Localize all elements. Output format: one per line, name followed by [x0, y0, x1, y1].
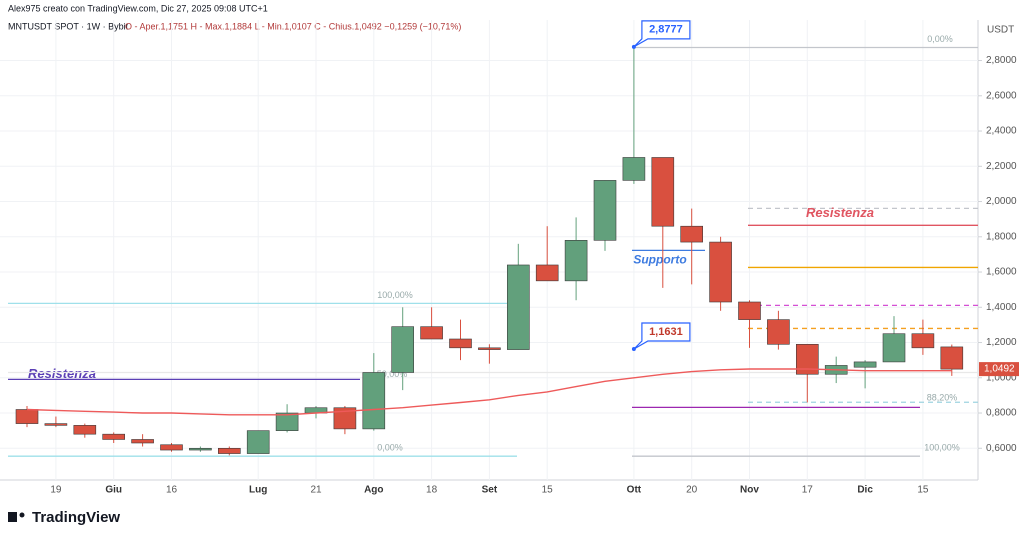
- candle-body: [709, 241, 732, 303]
- x-tick-label: Dic: [857, 485, 873, 496]
- y-tick-label: 1,8000: [986, 231, 1017, 242]
- candle-body: [420, 326, 443, 340]
- levels: 0,00% Resistenza 88,20% 100,00% 100,00% Resis…: [8, 34, 978, 457]
- candle-body: [44, 423, 68, 426]
- y-tick-label: 0,6000: [986, 443, 1017, 454]
- level-label: Resistenza: [28, 366, 96, 381]
- y-axis-label: USDT: [987, 25, 1014, 36]
- y-tick-label: 2,0000: [986, 196, 1017, 207]
- x-tick-label: 15: [542, 485, 554, 496]
- y-tick-label: 0,8000: [986, 408, 1017, 419]
- candle-body: [362, 372, 386, 430]
- last-price-label: 1,0492: [984, 364, 1015, 375]
- candle-body: [218, 447, 241, 454]
- candle-body: [478, 347, 501, 350]
- candle-body: [449, 338, 472, 349]
- x-tick-label: 20: [686, 485, 698, 496]
- x-tick-label: Lug: [249, 485, 267, 496]
- grid: [0, 20, 978, 480]
- level-label: 100,00%: [924, 443, 960, 453]
- x-tick-label: Ott: [627, 485, 642, 496]
- level-label: 50,00%: [377, 369, 408, 379]
- x-tick-label: Ago: [364, 485, 383, 496]
- y-tick-label: 1,6000: [986, 267, 1017, 278]
- candle-body: [73, 425, 97, 435]
- level-label: 0,00%: [377, 443, 403, 453]
- callout-label: 1,1631: [649, 326, 683, 338]
- level-label: Resistenza: [806, 205, 874, 220]
- y-tick-label: 2,2000: [986, 161, 1017, 172]
- moving-average: [26, 368, 952, 416]
- candle-body: [940, 346, 964, 370]
- x-tick-label: 21: [310, 485, 322, 496]
- candle-body: [882, 333, 906, 363]
- callout-box: [633, 322, 691, 350]
- level-label: 0,00%: [927, 34, 953, 44]
- candle-body: [535, 264, 559, 282]
- y-tick-label: 2,6000: [986, 90, 1017, 101]
- candle-body: [564, 240, 588, 282]
- logo: TradingView: [8, 509, 120, 526]
- ohlc: O - Aper.1,1751 H - Max.1,1884 L - Min.1…: [125, 21, 461, 31]
- last-price-box: [979, 362, 1019, 377]
- x-tick-label: 19: [50, 485, 62, 496]
- level-label: Supporto: [633, 253, 686, 267]
- candle-body: [738, 301, 761, 320]
- y-tick-label: 1,0000: [986, 372, 1017, 383]
- candle-body: [275, 412, 299, 431]
- candle-body: [189, 447, 212, 451]
- callout-box: [633, 20, 691, 48]
- header: Alex975 creato con TradingView.com, Dic …: [8, 3, 268, 13]
- candle-body: [622, 157, 646, 181]
- x-tick-label: Nov: [740, 485, 759, 496]
- x-tick-label: Giu: [105, 485, 122, 496]
- symbol: MNTUSDT SPOT · 1W · Bybit: [8, 21, 129, 31]
- level-label: 88,20%: [927, 393, 958, 403]
- candles: [15, 46, 964, 456]
- candle-body: [680, 225, 704, 243]
- candle-body: [506, 264, 530, 350]
- logo-mark: [8, 512, 17, 522]
- candle-body: [160, 444, 183, 451]
- y-tick-label: 1,4000: [986, 302, 1017, 313]
- candle-body: [795, 343, 819, 375]
- y-tick-label: 2,8000: [986, 55, 1017, 66]
- callout-label: 2,8777: [649, 24, 683, 36]
- y-tick-label: 1,2000: [986, 337, 1017, 348]
- candle-body: [853, 361, 877, 368]
- x-tick-label: 17: [802, 485, 814, 496]
- candle-body: [593, 180, 617, 241]
- candle-body: [391, 326, 415, 373]
- x-tick-label: 16: [166, 485, 178, 496]
- candle-body: [767, 319, 790, 345]
- candle-body: [246, 430, 270, 454]
- candle-body: [131, 439, 154, 444]
- y-tick-label: 2,4000: [986, 126, 1017, 137]
- candle-body: [651, 157, 675, 227]
- logo-mark: [19, 512, 25, 518]
- level-label: 100,00%: [377, 290, 413, 300]
- x-tick-label: 18: [426, 485, 438, 496]
- x-tick-label: 15: [917, 485, 929, 496]
- candle-body: [102, 433, 125, 440]
- candle-body: [911, 333, 935, 349]
- candle-body: [333, 407, 357, 430]
- logo-text: TradingView: [32, 509, 120, 526]
- candle-body: [15, 409, 39, 424]
- x-tick-label: Set: [482, 485, 498, 496]
